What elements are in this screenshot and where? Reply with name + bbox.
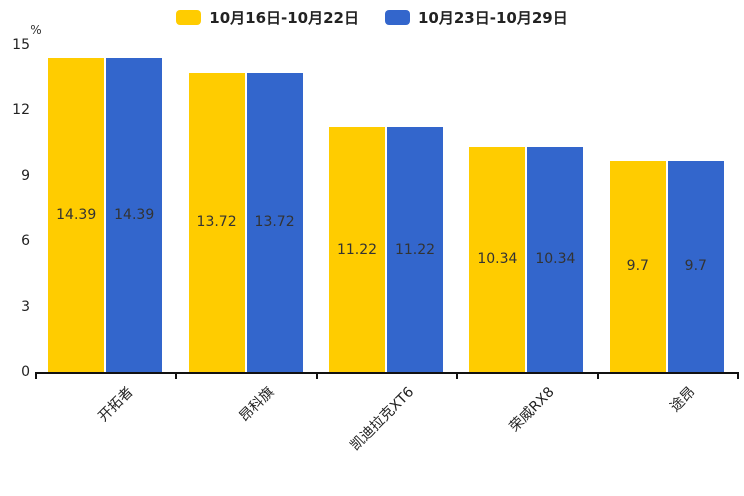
bar-凯迪拉克XT6-series-1[interactable] — [387, 127, 443, 372]
bar-昂科旗-series-0[interactable] — [188, 72, 245, 372]
legend-swatch-icon — [385, 10, 410, 25]
y-tick-label: 3 — [21, 298, 30, 315]
legend-swatch-icon — [176, 10, 202, 25]
x-axis-tick — [596, 374, 599, 379]
bar-value-label: 10.34 — [535, 251, 576, 268]
y-tick-label: 6 — [21, 233, 30, 250]
x-tick-label-荣威RX8: 荣威RX8 — [506, 384, 558, 436]
bar-value-label: 14.39 — [56, 207, 97, 224]
legend-item-0[interactable]: 10月16日-10月22日 — [176, 7, 359, 28]
bar-荣威RX8-series-1[interactable] — [527, 146, 584, 372]
y-tick-label: 12 — [12, 102, 30, 119]
x-axis-tick — [315, 374, 318, 379]
bar-荣威RX8-series-0[interactable] — [469, 146, 526, 372]
x-tick-label-凯迪拉克XT6: 凯迪拉克XT6 — [347, 384, 418, 454]
legend-item-label: 10月16日-10月22日 — [209, 9, 359, 27]
x-axis-tick — [35, 374, 37, 379]
x-tick-label-开拓者: 开拓者 — [95, 384, 137, 426]
bar-value-label: 13.72 — [196, 214, 237, 231]
bar-途昂-series-1[interactable] — [667, 160, 724, 372]
bar-value-label: 9.7 — [684, 258, 707, 275]
bar-value-label: 14.39 — [114, 207, 155, 224]
y-axis-unit-label: % — [30, 23, 42, 37]
bar-value-label: 11.22 — [336, 241, 378, 258]
bar-value-label: 9.7 — [626, 258, 649, 275]
x-axis-tick — [456, 374, 459, 379]
bar-开拓者-series-0[interactable] — [48, 58, 105, 372]
legend-item-1[interactable]: 10月23日-10月29日 — [385, 7, 568, 28]
x-tick-label-途昂: 途昂 — [667, 384, 699, 416]
bar-value-label: 10.34 — [477, 251, 518, 268]
y-tick-label: 9 — [21, 167, 30, 184]
bar-value-label: 11.22 — [394, 241, 436, 258]
bar-昂科旗-series-1[interactable] — [246, 72, 303, 372]
legend-item-label: 10月23日-10月29日 — [418, 9, 568, 27]
legend: 10月16日-10月22日 10月23日-10月29日 — [0, 7, 744, 28]
x-axis-tick — [175, 374, 178, 379]
bar-凯迪拉克XT6-series-0[interactable] — [329, 127, 385, 372]
bar-开拓者-series-1[interactable] — [106, 58, 163, 372]
bar-途昂-series-0[interactable] — [609, 160, 666, 372]
y-tick-label: 15 — [12, 37, 30, 53]
y-tick-label: 0 — [21, 364, 30, 380]
x-axis-line — [35, 372, 739, 374]
bar-value-label: 13.72 — [254, 214, 295, 231]
x-axis-tick — [737, 374, 739, 379]
x-tick-label-昂科旗: 昂科旗 — [236, 384, 278, 426]
